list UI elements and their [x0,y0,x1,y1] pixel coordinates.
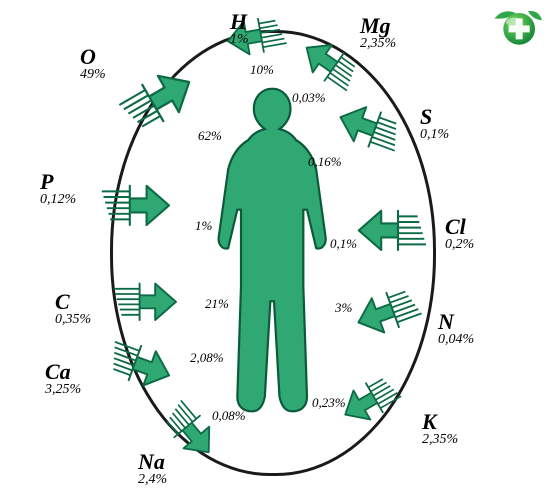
element-symbol: O [80,45,106,68]
element-outer-pct: 2,4% [138,473,167,488]
element-label-n: N0,04% [438,310,474,348]
element-symbol: Na [138,450,167,473]
element-symbol: C [55,290,91,313]
diagram-stage: H1%10%Mg2,35%0,03%S0,1%0,16%Cl0,2%0,1%N0… [0,0,550,500]
human-silhouette [208,85,336,415]
element-body-pct-p: 1% [195,218,212,234]
element-outer-pct: 49% [80,68,106,83]
element-outer-pct: 0,12% [40,193,76,208]
arrow-cl [356,208,429,253]
element-outer-pct: 0,2% [445,238,474,253]
element-symbol: Cl [445,215,474,238]
element-symbol: P [40,170,76,193]
element-outer-pct: 0,04% [438,333,474,348]
element-symbol: S [420,105,449,128]
element-label-o: O49% [80,45,106,83]
element-outer-pct: 0,35% [55,313,91,328]
element-symbol: K [422,410,458,433]
arrow-c [111,281,179,323]
element-body-pct-s: 0,16% [308,154,342,170]
element-symbol: H [230,10,249,33]
element-label-s: S0,1% [420,105,449,143]
element-label-cl: Cl0,2% [445,215,474,253]
element-body-pct-h: 10% [250,62,274,78]
element-symbol: Ca [45,360,81,383]
element-body-pct-ca: 2,08% [190,350,224,366]
element-body-pct-mg: 0,03% [292,90,326,106]
element-outer-pct: 2,35% [422,433,458,448]
element-label-c: C0,35% [55,290,91,328]
element-symbol: N [438,310,474,333]
element-body-pct-k: 0,23% [312,395,346,411]
element-label-k: K2,35% [422,410,458,448]
element-body-pct-o: 62% [198,128,222,144]
element-label-na: Na2,4% [138,450,167,488]
element-outer-pct: 3,25% [45,383,81,398]
element-label-ca: Ca3,25% [45,360,81,398]
element-symbol: Mg [360,14,396,37]
element-label-h: H1% [230,10,249,48]
element-body-pct-cl: 0,1% [330,236,357,252]
medical-leaf-logo-icon [491,6,544,48]
element-outer-pct: 2,35% [360,37,396,52]
element-outer-pct: 0,1% [420,128,449,143]
element-outer-pct: 1% [230,33,249,48]
arrow-p [99,183,172,228]
element-label-p: P0,12% [40,170,76,208]
element-body-pct-na: 0,08% [212,408,246,424]
element-body-pct-c: 21% [205,296,229,312]
element-label-mg: Mg2,35% [360,14,396,52]
element-body-pct-n: 3% [335,300,352,316]
